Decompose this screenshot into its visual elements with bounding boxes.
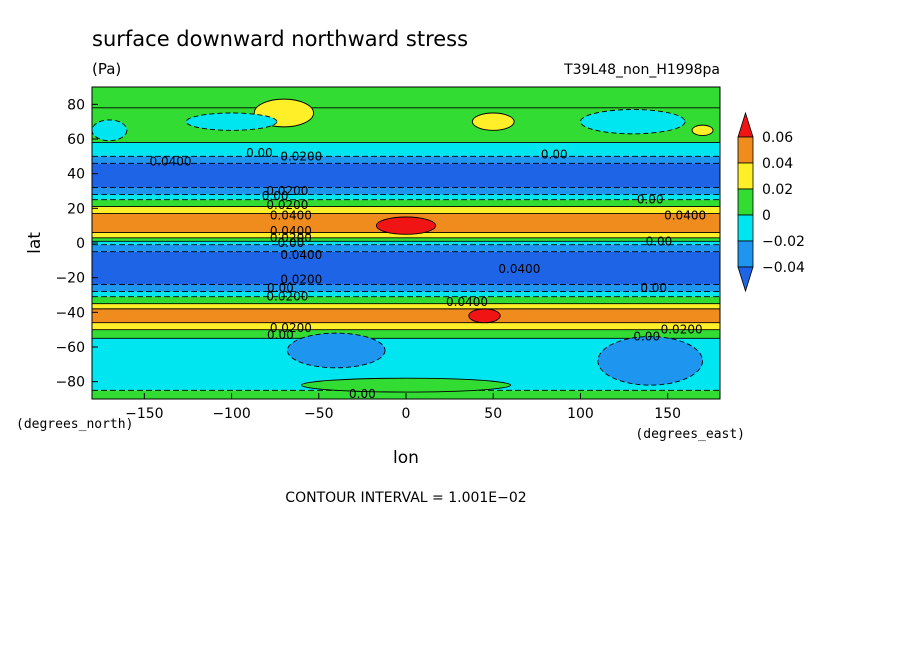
contour-label-7: 0.0400 [270,208,312,222]
band-15 [92,284,720,292]
band-20 [92,322,720,330]
contour-label-12: 0.00 [637,193,664,207]
colorbar-segment-0 [737,136,754,164]
colorbar: 0.06 0.04 0.02 0 −0.02 −0.04 [737,111,805,293]
y-tick-label-2: 40 [67,167,85,183]
band-17 [92,296,720,304]
contour-label-0: 0.0400 [150,155,192,169]
band-21 [92,329,720,339]
colorbar-over-triangle [737,111,754,138]
colorbar-segment-1 [737,162,754,190]
contour-label-5: 0.00 [262,189,289,203]
band-13 [92,244,720,252]
colorbar-label-0: 0.06 [762,130,793,146]
y-tick-label-6: −40 [55,305,85,321]
anomaly-blob-1 [471,112,515,131]
band-10 [92,232,720,238]
run-label: T39L48_non_H1998pa [563,62,720,78]
band-4 [92,163,720,188]
y-axis: 80 60 40 20 0 −20 −40 −60 −80 [55,97,98,391]
contour-label-2: 0.0200 [280,149,322,163]
y-tick-label-4: 0 [76,236,85,252]
colorbar-under-triangle [737,266,754,293]
contour-label-19: 0.0400 [446,295,488,309]
y-tick-label-1: 60 [67,132,85,148]
units-label: (Pa) [92,60,121,78]
band-18 [92,303,720,309]
anomaly-blob-10 [597,336,704,386]
contour-label-4: 0.0200 [266,184,308,198]
anomaly-blob-9 [286,332,386,369]
x-tick-label-0: −150 [125,406,163,422]
y-units-label: (degrees_north) [16,417,133,432]
colorbar-label-5: −0.04 [762,260,805,276]
chart-title: surface downward northward stress [92,27,468,51]
anomaly-blob-3 [691,124,714,136]
contour-label-24: 0.00 [633,330,660,344]
x-tick-label-4: 50 [484,406,502,422]
x-tick-label-3: 0 [402,406,411,422]
x-units-label: (degrees_east) [635,427,745,442]
contour-label-3: 0.00 [541,148,568,162]
contour-label-11: 0.0400 [280,248,322,262]
anomaly-blob-11 [300,377,512,393]
contour-label-18: 0.0200 [266,290,308,304]
contour-label-20: 0.00 [640,281,667,295]
band-16 [92,291,720,297]
x-tick-label-1: −100 [212,406,250,422]
contour-label-9: 0.0200 [270,231,312,245]
band-5 [92,187,720,195]
band-14 [92,251,720,285]
anomaly-blob-6 [92,119,128,142]
band-19 [92,308,720,323]
y-tick-label-0: 80 [67,97,85,113]
contour-label-17: 0.00 [267,281,294,295]
colorbar-segment-2 [737,188,754,216]
band-0 [92,87,720,108]
anomaly-blob-5 [579,109,686,135]
anomaly-blob-7 [375,216,437,235]
x-tick-label-6: 150 [654,406,681,422]
contour-label-16: 0.0200 [280,272,322,286]
colorbar-segment-3 [737,214,754,242]
anomaly-blob-8 [468,308,501,324]
band-12 [92,241,720,245]
contour-label-15: 0.0400 [498,262,540,276]
band-3 [92,156,720,164]
band-11 [92,237,720,242]
y-tick-label-3: 20 [67,201,85,217]
band-2 [92,142,720,157]
plot-area [92,87,720,399]
contour-label-10: 0.00 [278,236,305,250]
contour-label-13: 0.0400 [664,208,706,222]
contour-label-1: 0.00 [246,146,273,160]
contour-label-8: 0.0400 [270,224,312,238]
x-tick-label-5: 100 [567,406,594,422]
band-8 [92,206,720,214]
colorbar-label-2: 0.02 [762,182,793,198]
y-tick-label-5: −20 [55,271,85,287]
contour-interval-note: CONTOUR INTERVAL = 1.001E−02 [285,490,526,506]
band-6 [92,194,720,200]
contour-label-23: 0.0200 [661,323,703,337]
colorbar-segment-4 [737,240,754,268]
y-axis-label: lat [25,232,45,254]
y-tick-label-7: −60 [55,340,85,356]
contour-label-14: 0.00 [646,234,673,248]
x-tick-label-2: −50 [304,406,334,422]
colorbar-label-3: 0 [762,208,771,224]
contour-label-21: 0.0200 [270,321,312,335]
x-axis: −150 −100 −50 0 50 100 150 [125,393,681,422]
anomaly-blob-4 [185,112,278,131]
band-7 [92,199,720,207]
colorbar-label-4: −0.02 [762,234,805,250]
y-tick-label-8: −80 [55,375,85,391]
x-axis-label: lon [393,448,419,468]
contour-label-22: 0.00 [267,328,294,342]
contour-label-6: 0.0200 [266,198,308,212]
colorbar-label-1: 0.04 [762,156,793,172]
contour-label-25: 0.00 [349,387,376,401]
